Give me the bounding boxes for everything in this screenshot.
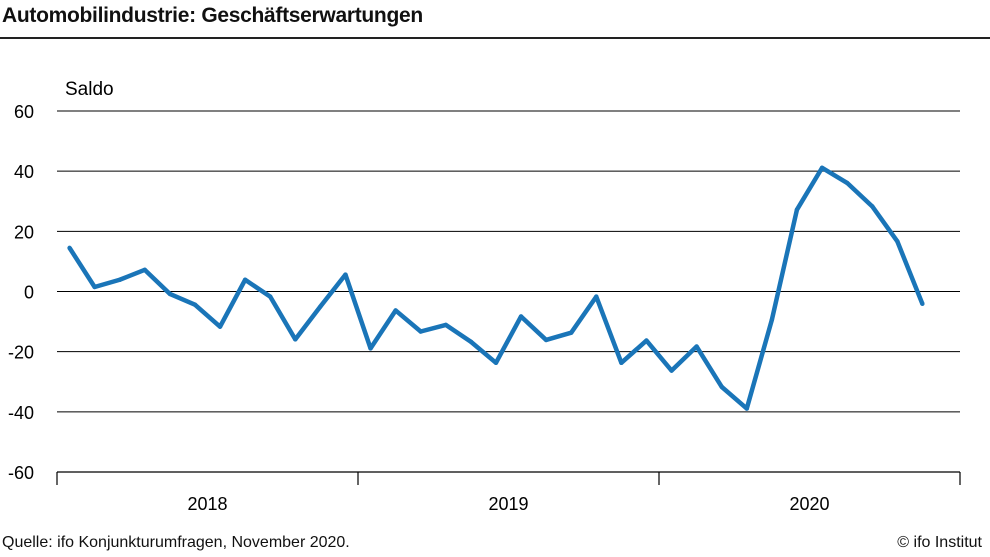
data-point [543, 337, 549, 343]
data-point [594, 294, 599, 299]
data-point [192, 302, 198, 307]
y-tick-label: 20 [14, 222, 34, 242]
y-tick-label: 60 [14, 102, 34, 122]
data-point [167, 291, 173, 297]
data-point [644, 338, 649, 343]
data-point [293, 337, 298, 342]
data-point [142, 267, 147, 273]
data-point [844, 180, 850, 186]
data-point [694, 344, 699, 349]
data-point [368, 346, 373, 351]
y-tick-label: -40 [8, 403, 34, 423]
y-tick-label: 0 [24, 283, 34, 303]
data-point [468, 339, 474, 344]
data-point [117, 277, 122, 282]
data-point [619, 360, 624, 365]
data-point [819, 165, 825, 171]
data-point [895, 239, 900, 244]
data-point [443, 322, 448, 328]
y-tick-label: -20 [8, 343, 34, 363]
data-point [343, 272, 348, 277]
x-tick-label: 2020 [789, 494, 829, 514]
y-tick-label: 40 [14, 162, 34, 182]
data-point [418, 329, 423, 334]
series-line [67, 165, 925, 411]
data-point [569, 330, 574, 335]
data-point [518, 314, 524, 319]
source-note: Quelle: ifo Konjunkturumfragen, November… [2, 534, 350, 551]
data-point [217, 324, 223, 329]
y-axis-label: Saldo [65, 79, 114, 100]
x-tick-label: 2019 [488, 494, 528, 514]
data-point [794, 207, 800, 212]
data-point [67, 245, 72, 251]
data-point [92, 284, 97, 290]
data-point [744, 406, 749, 411]
data-point [719, 384, 724, 390]
data-point [493, 360, 499, 365]
data-point [669, 368, 674, 373]
data-point [318, 304, 323, 309]
data-point [393, 308, 398, 313]
x-tick-label: 2018 [187, 494, 227, 514]
data-point [870, 204, 875, 209]
copyright: © ifo Institut [897, 534, 982, 551]
data-point [268, 294, 273, 299]
data-point [242, 277, 248, 282]
y-tick-label: -60 [8, 463, 34, 483]
chart-title: Automobilindustrie: Geschäftserwartungen [2, 4, 423, 27]
data-point [920, 301, 925, 307]
data-point [769, 317, 775, 322]
title-rule [0, 37, 990, 39]
